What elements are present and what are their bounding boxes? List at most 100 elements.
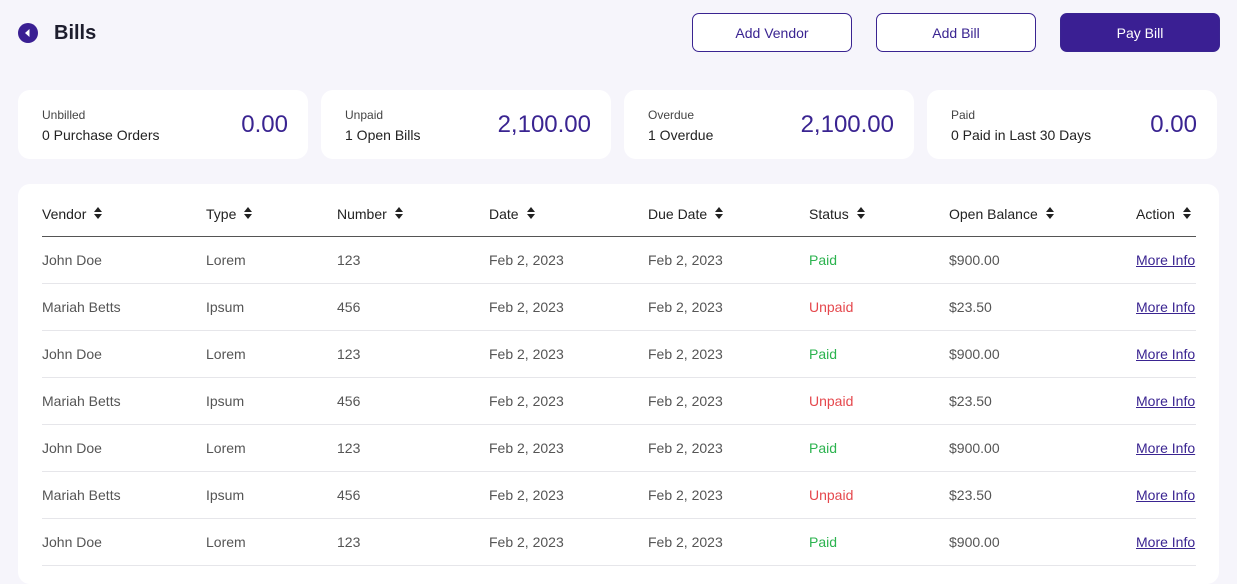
sort-icon bbox=[244, 206, 253, 222]
add-vendor-button[interactable]: Add Vendor bbox=[692, 13, 852, 52]
table-cell: $900.00 bbox=[949, 252, 1000, 268]
page-title: Bills bbox=[54, 22, 97, 44]
table-header: Vendor Type Number Date Due Date Status Open B… bbox=[42, 184, 1196, 237]
back-button[interactable] bbox=[18, 23, 38, 43]
card-sublabel: 1 Open Bills bbox=[345, 127, 421, 143]
add-bill-button[interactable]: Add Bill bbox=[876, 13, 1036, 52]
page: Bills {"header": {"title": "Bills", "but… bbox=[18, 13, 1220, 566]
table-row: Mariah Betts Ipsum 456 Feb 2, 2023 Feb 2, 20… bbox=[42, 472, 1196, 519]
table-cell: John Doe bbox=[42, 440, 102, 456]
table-cell: Feb 2, 2023 bbox=[648, 393, 723, 409]
table-row: Mariah Betts Ipsum 456 Feb 2, 2023 Feb 2, 20… bbox=[42, 284, 1196, 331]
table-cell: Paid bbox=[809, 346, 838, 362]
card-sublabel: 0 Paid in Last 30 Days bbox=[951, 127, 1092, 143]
card-label: Overdue bbox=[648, 108, 695, 122]
table-cell: Paid bbox=[809, 534, 838, 550]
table-cell: John Doe bbox=[42, 346, 102, 362]
sort-icon bbox=[1045, 206, 1054, 222]
sort-icon bbox=[94, 206, 103, 222]
sort-icon bbox=[526, 206, 535, 222]
table-cell: $900.00 bbox=[949, 346, 1000, 362]
more-info-link[interactable]: More Info bbox=[1136, 299, 1196, 315]
table-cell: Feb 2, 2023 bbox=[489, 393, 564, 409]
column-header[interactable]: Number bbox=[337, 206, 489, 222]
table-cell: Mariah Betts bbox=[42, 487, 121, 503]
bills-page: Bills Add Vendor Add Bill Pay Bill Unbil… bbox=[18, 13, 1220, 566]
table-row: John Doe Lorem 123 Feb 2, 2023 Feb 2, 2023 Pa… bbox=[42, 331, 1196, 378]
sort-arrows bbox=[1045, 207, 1054, 219]
table-cell: Paid bbox=[809, 440, 838, 456]
table-cell: Feb 2, 2023 bbox=[489, 487, 564, 503]
table-cell: Feb 2, 2023 bbox=[648, 440, 723, 456]
table-cell: John Doe bbox=[42, 252, 102, 268]
more-info-link[interactable]: More Info bbox=[1136, 346, 1196, 362]
table-cell: Ipsum bbox=[206, 393, 245, 409]
column-header[interactable]: Type bbox=[206, 206, 337, 222]
column-title: Vendor bbox=[42, 206, 87, 222]
table-cell: Feb 2, 2023 bbox=[648, 487, 723, 503]
table-cell: Unpaid bbox=[809, 299, 854, 315]
table-cell: 123 bbox=[337, 440, 361, 456]
column-title: Number bbox=[337, 206, 387, 222]
table-cell: Paid bbox=[809, 252, 838, 268]
column-title: Status bbox=[809, 206, 849, 222]
summary-card: Unpaid 1 Open Bills 2,100.00 bbox=[321, 90, 611, 159]
table-cell: 456 bbox=[337, 487, 361, 503]
column-title: Date bbox=[489, 206, 519, 222]
table-cell: $23.50 bbox=[949, 487, 992, 503]
column-title: Action bbox=[1136, 206, 1175, 222]
table-row: John Doe Lorem 123 Feb 2, 2023 Feb 2, 2023 Pa… bbox=[42, 519, 1196, 566]
table-cell: Mariah Betts bbox=[42, 299, 121, 315]
sort-icon bbox=[715, 206, 724, 222]
more-info-link[interactable]: More Info bbox=[1136, 487, 1196, 503]
column-header[interactable]: Vendor bbox=[42, 206, 206, 222]
table-row: John Doe Lorem 123 Feb 2, 2023 Feb 2, 2023 Pa… bbox=[42, 237, 1196, 284]
sort-arrows bbox=[715, 207, 724, 219]
table-cell: Feb 2, 2023 bbox=[489, 252, 564, 268]
column-header[interactable]: Due Date bbox=[648, 206, 809, 222]
table-cell: 123 bbox=[337, 252, 361, 268]
table-cell: 456 bbox=[337, 299, 361, 315]
card-label: Paid bbox=[951, 108, 976, 122]
column-header[interactable]: Status bbox=[809, 206, 949, 222]
column-header[interactable]: Date bbox=[489, 206, 648, 222]
card-label: Unpaid bbox=[345, 108, 384, 122]
table-cell: 123 bbox=[337, 346, 361, 362]
card-amount: 0.00 bbox=[1150, 111, 1197, 138]
table-cell: Feb 2, 2023 bbox=[648, 346, 723, 362]
table-cell: Mariah Betts bbox=[42, 393, 121, 409]
card-sublabel: 1 Overdue bbox=[648, 127, 714, 143]
table-cell: Feb 2, 2023 bbox=[489, 440, 564, 456]
more-info-link[interactable]: More Info bbox=[1136, 393, 1196, 409]
sort-arrows bbox=[394, 207, 403, 219]
table-cell: 123 bbox=[337, 534, 361, 550]
card-amount: 0.00 bbox=[241, 111, 288, 138]
sort-arrows bbox=[94, 207, 103, 219]
table-cell: $23.50 bbox=[949, 299, 992, 315]
sort-icon bbox=[394, 206, 403, 222]
table-cell: $900.00 bbox=[949, 534, 1000, 550]
table-cell: $900.00 bbox=[949, 440, 1000, 456]
summary-card: Paid 0 Paid in Last 30 Days 0.00 bbox=[927, 90, 1217, 159]
table-cell: Feb 2, 2023 bbox=[489, 534, 564, 550]
sort-arrows bbox=[856, 207, 865, 219]
column-header[interactable]: Action bbox=[1136, 206, 1196, 222]
sort-icon bbox=[856, 206, 865, 222]
sort-arrows bbox=[1182, 207, 1191, 219]
table-cell: Unpaid bbox=[809, 487, 854, 503]
table-cell: Feb 2, 2023 bbox=[489, 299, 564, 315]
table-cell: 456 bbox=[337, 393, 361, 409]
table-cell: Ipsum bbox=[206, 487, 245, 503]
column-header[interactable]: Open Balance bbox=[949, 206, 1136, 222]
table-cell: Ipsum bbox=[206, 299, 245, 315]
more-info-link[interactable]: More Info bbox=[1136, 252, 1196, 268]
more-info-link[interactable]: More Info bbox=[1136, 534, 1196, 550]
more-info-link[interactable]: More Info bbox=[1136, 440, 1196, 456]
table-cell: John Doe bbox=[42, 534, 102, 550]
pay-bill-button[interactable]: Pay Bill bbox=[1060, 13, 1220, 52]
bills-table: Vendor Type Number Date Due Date Status Open B… bbox=[18, 184, 1219, 584]
card-amount: 2,100.00 bbox=[800, 111, 894, 138]
sort-arrows bbox=[244, 207, 253, 219]
summary-card: Overdue 1 Overdue 2,100.00 bbox=[624, 90, 914, 159]
table-cell: Feb 2, 2023 bbox=[648, 252, 723, 268]
